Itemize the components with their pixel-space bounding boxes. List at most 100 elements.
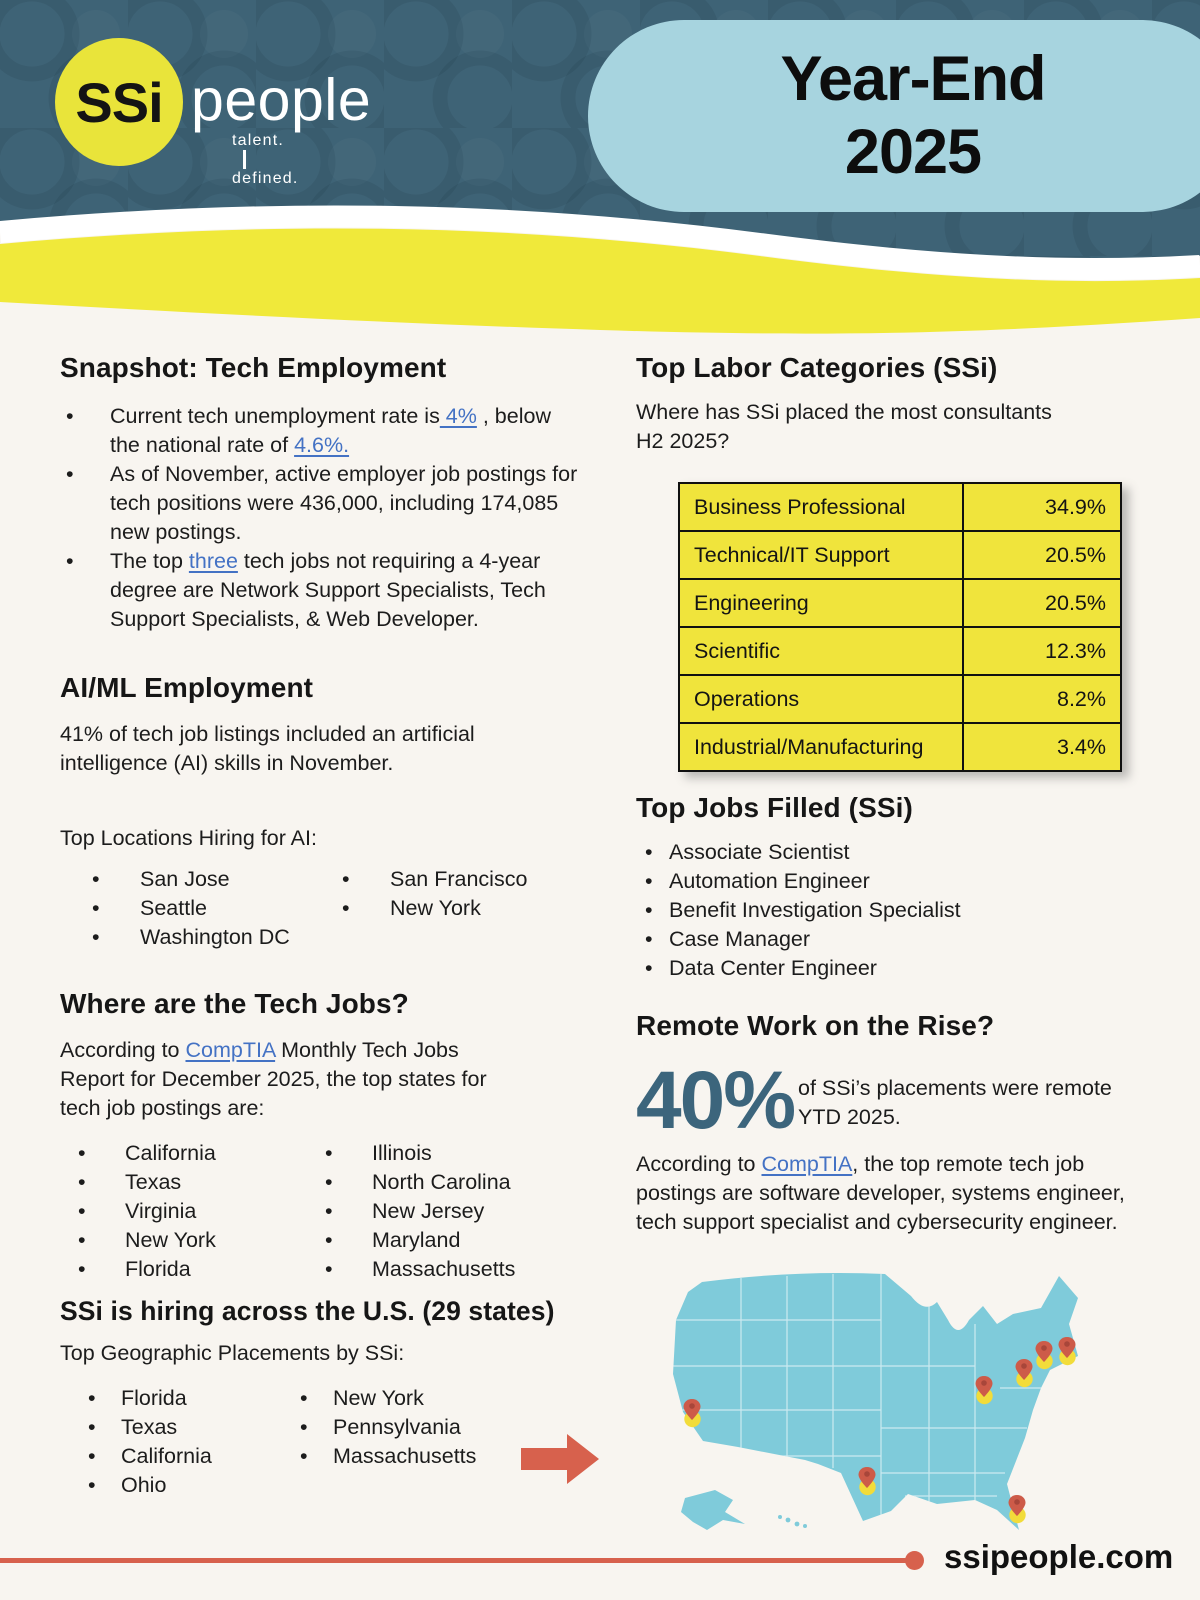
bullet-marker: • (66, 404, 74, 428)
snapshot-bullet-1: • Current tech unemployment rate is 4% ,… (60, 402, 585, 460)
where-jobs-paragraph: According to CompTIA Monthly Tech Jobs R… (60, 1038, 487, 1120)
list-item: • Massachusetts (300, 1442, 476, 1471)
list-item: • Data Center Engineer (645, 954, 1136, 983)
labor-heading: Top Labor Categories (SSi) (636, 352, 998, 383)
snapshot-bullet-3: • The top three tech jobs not requiring … (60, 547, 585, 634)
section-top-jobs: Top Jobs Filled (SSi) • Associate Scienti… (636, 792, 1136, 983)
row-value: 8.2% (962, 674, 1122, 724)
row-label: Scientific (678, 626, 964, 676)
list-item: • Illinois (325, 1139, 515, 1168)
ai-locations-title: Top Locations Hiring for AI: (60, 826, 317, 850)
title-banner: Year-End 2025 (588, 20, 1200, 212)
row-value: 20.5% (962, 578, 1122, 628)
row-value: 34.9% (962, 482, 1122, 532)
section-aiml: AI/ML Employment 41% of tech job listing… (60, 672, 585, 952)
bullet-marker: • (78, 1170, 86, 1194)
snapshot-bullet-1-text: Current tech unemployment rate is 4% , b… (110, 404, 551, 457)
bullet-marker: • (88, 1415, 96, 1439)
remote-stat-value: 40% (636, 1055, 796, 1146)
states-column-2: • Illinois • North Carolina • New Jersey • M… (325, 1139, 515, 1284)
list-item: • Massachusetts (325, 1255, 515, 1284)
list-item: • Texas (78, 1168, 325, 1197)
link-comptia-remote[interactable]: CompTIA (761, 1152, 853, 1176)
map-pin-ohio (975, 1376, 993, 1405)
logo-ssi-text: SSi (75, 70, 163, 134)
footer-accent-line (0, 1558, 906, 1563)
section-snapshot: Snapshot: Tech Employment • Current tech… (60, 352, 585, 634)
bullet-marker: • (325, 1170, 333, 1194)
bullet-marker: • (342, 867, 350, 891)
bullet-marker: • (92, 896, 100, 920)
bullet-marker: • (645, 927, 653, 951)
aiml-heading: AI/ML Employment (60, 672, 314, 703)
snapshot-bullet-2: • As of November, active employer job po… (60, 460, 585, 547)
section-labor-categories: Top Labor Categories (SSi) Where has SSi… (636, 352, 1126, 772)
link-unemployment-4pct[interactable]: 4% (439, 404, 477, 428)
bullet-marker: • (300, 1444, 308, 1468)
tagline-talent: talent. (232, 132, 284, 149)
list-item: • New York (342, 894, 527, 923)
row-value: 3.4% (962, 722, 1122, 772)
table-row: Industrial/Manufacturing 3.4% (678, 722, 1122, 772)
map-pin-texas (858, 1467, 876, 1496)
page-title-line1: Year-End (780, 43, 1046, 114)
link-national-4-6pct[interactable]: 4.6%. (294, 433, 350, 457)
row-value: 20.5% (962, 530, 1122, 580)
us-map-mainland (673, 1273, 1078, 1530)
footer-website-link[interactable]: ssipeople.com (944, 1538, 1174, 1575)
link-three-jobs[interactable]: three (188, 549, 238, 573)
right-arrow-icon (521, 1434, 599, 1484)
map-pin-pennsylvania (1015, 1359, 1033, 1388)
where-jobs-heading: Where are the Tech Jobs? (60, 988, 409, 1019)
labor-categories-table: Business Professional 34.9% Technical/IT … (678, 482, 1122, 772)
geo-column-1: • Florida • Texas • California • Ohio (88, 1384, 300, 1500)
section-remote-work: Remote Work on the Rise? 40% of SSi’s pl… (636, 1010, 1156, 1237)
logo-circle (55, 38, 183, 166)
top-jobs-heading: Top Jobs Filled (SSi) (636, 792, 913, 823)
list-item: • New Jersey (325, 1197, 515, 1226)
state-borders (673, 1274, 1045, 1518)
geo-column-2: • New York • Pennsylvania • Massachusetts (300, 1384, 476, 1500)
aiml-paragraph: 41% of tech job listings included an art… (60, 722, 475, 775)
row-label: Industrial/Manufacturing (678, 722, 964, 772)
list-item: • Pennsylvania (300, 1413, 476, 1442)
bullet-marker: • (325, 1141, 333, 1165)
hiring-subheading: Top Geographic Placements by SSi: (60, 1341, 405, 1365)
list-item: • San Jose (92, 865, 342, 894)
bullet-marker: • (78, 1257, 86, 1281)
section-where-jobs: Where are the Tech Jobs? According to Co… (60, 988, 600, 1284)
page-title-line2: 2025 (844, 117, 982, 187)
list-item: • Ohio (88, 1471, 300, 1500)
bullet-marker: • (92, 867, 100, 891)
ai-locations-column-1: • San Jose • Seattle • Washington DC (92, 865, 342, 952)
list-item: • Texas (88, 1413, 300, 1442)
list-item: • Benefit Investigation Specialist (645, 896, 1136, 925)
bullet-marker: • (88, 1473, 96, 1497)
row-label: Business Professional (678, 482, 964, 532)
list-item: • Florida (78, 1255, 325, 1284)
row-label: Technical/IT Support (678, 530, 964, 580)
remote-stat-description: of SSi’s placements were remote YTD 2025… (798, 1076, 1112, 1129)
bullet-marker: • (645, 869, 653, 893)
bullet-marker: • (325, 1228, 333, 1252)
list-item: • California (88, 1442, 300, 1471)
bullet-marker: • (78, 1228, 86, 1252)
bullet-marker: • (78, 1141, 86, 1165)
list-item: • New York (300, 1384, 476, 1413)
snapshot-bullet-2-text: As of November, active employer job post… (110, 462, 578, 544)
labor-subheading: Where has SSi placed the most consultant… (636, 400, 1052, 453)
bullet-marker: • (645, 840, 653, 864)
remote-heading: Remote Work on the Rise? (636, 1010, 995, 1041)
ai-locations-column-2: • San Francisco • New York (342, 865, 527, 952)
remote-paragraph: According to CompTIA, the top remote tec… (636, 1152, 1125, 1234)
list-item: • Virginia (78, 1197, 325, 1226)
bullet-marker: • (88, 1386, 96, 1410)
table-row: Business Professional 34.9% (678, 482, 1122, 532)
map-pin-new-york (1035, 1341, 1053, 1370)
link-comptia-report[interactable]: CompTIA (185, 1038, 276, 1062)
bullet-marker: • (300, 1386, 308, 1410)
list-item: • Case Manager (645, 925, 1136, 954)
list-item: • Florida (88, 1384, 300, 1413)
bullet-marker: • (92, 925, 100, 949)
